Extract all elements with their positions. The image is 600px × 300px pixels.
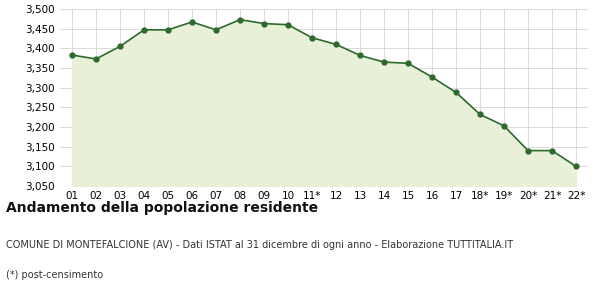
Text: (*) post-censimento: (*) post-censimento	[6, 270, 103, 280]
Text: Andamento della popolazione residente: Andamento della popolazione residente	[6, 201, 318, 215]
Text: COMUNE DI MONTEFALCIONE (AV) - Dati ISTAT al 31 dicembre di ogni anno - Elaboraz: COMUNE DI MONTEFALCIONE (AV) - Dati ISTA…	[6, 240, 513, 250]
